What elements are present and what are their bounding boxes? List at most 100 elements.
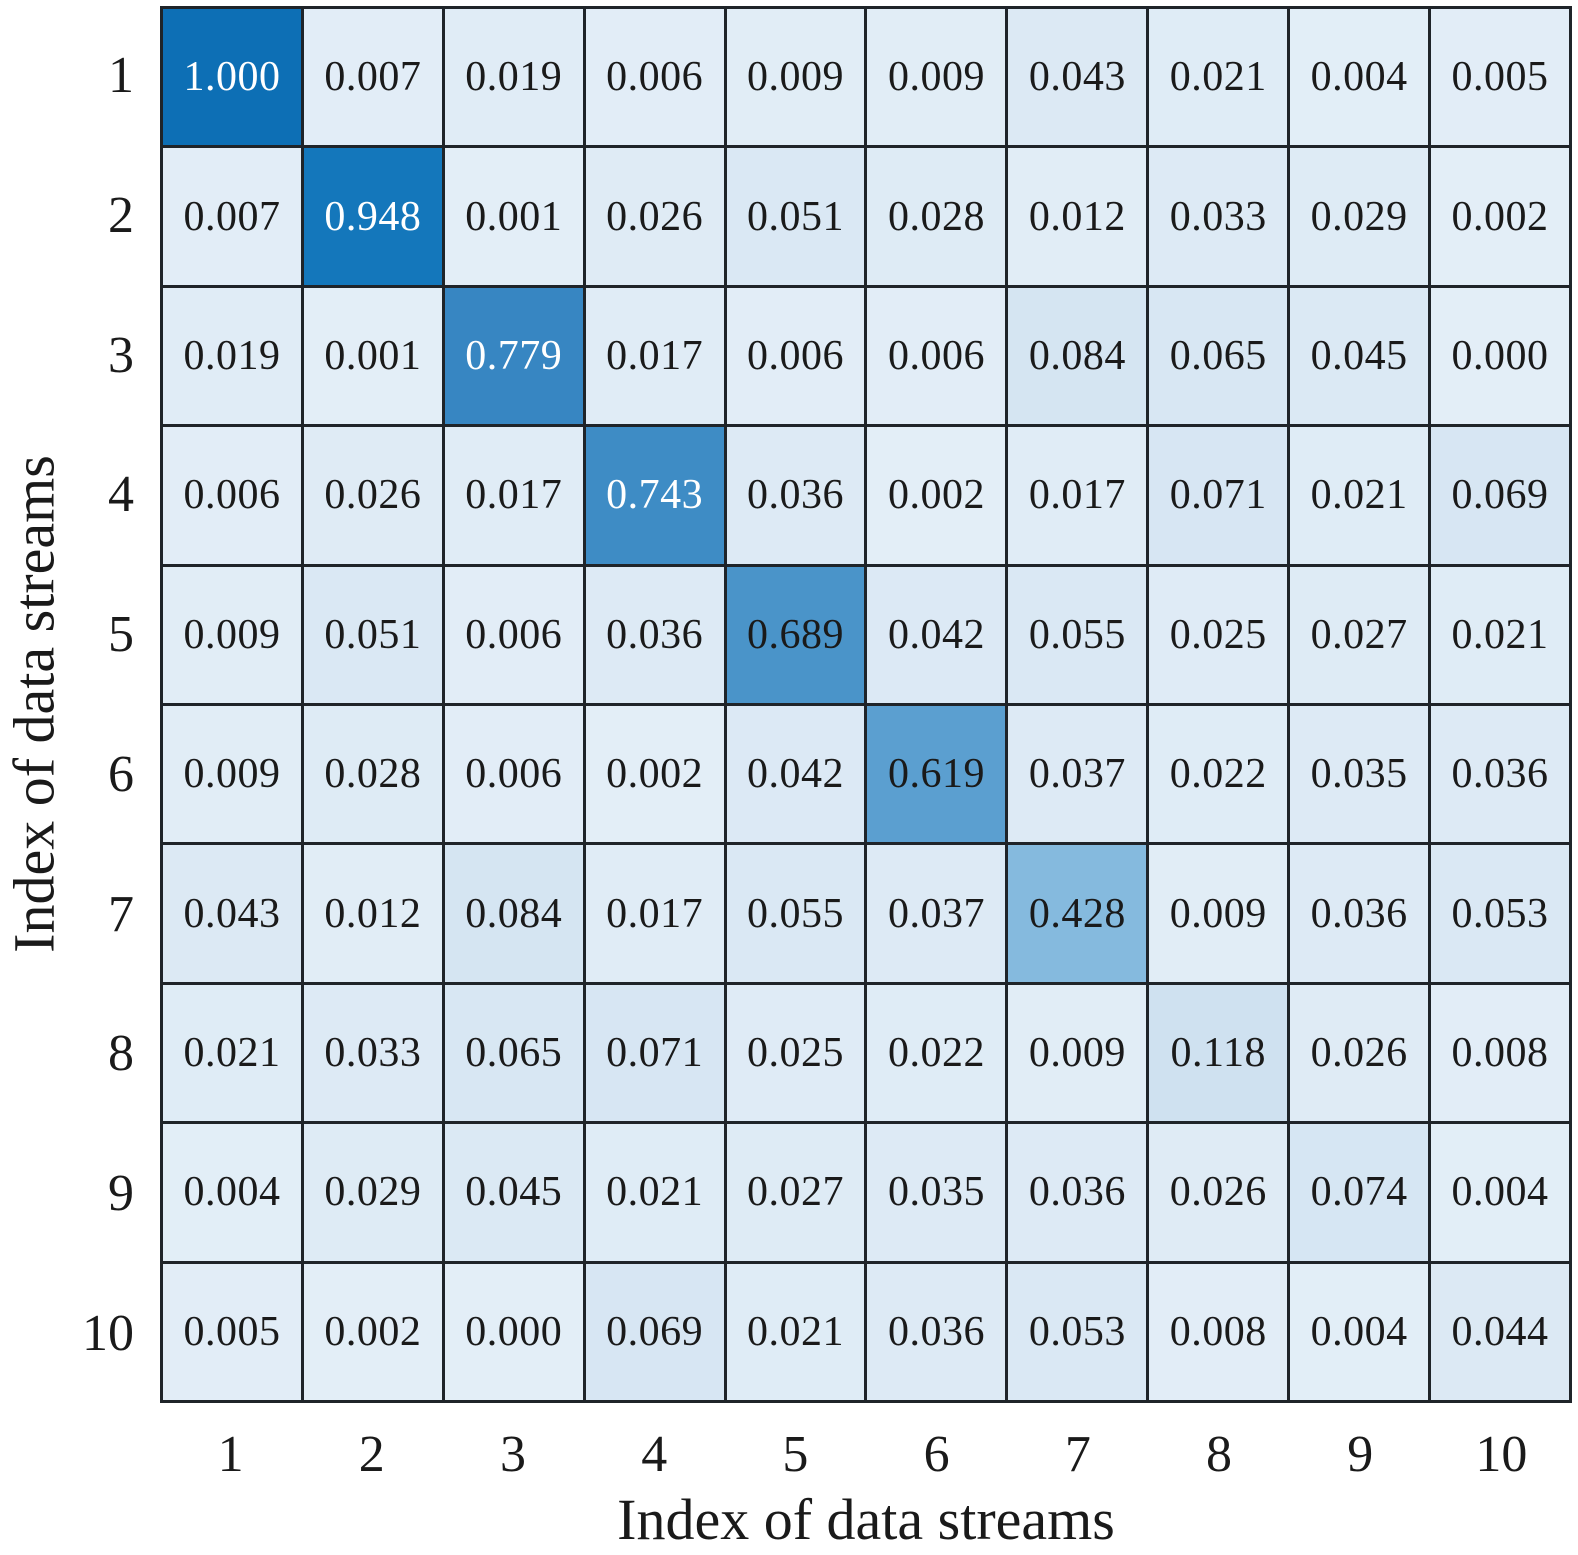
heatmap-cell-r4c8: 0.071 [1149, 427, 1288, 564]
heatmap-cell-r7c1: 0.043 [163, 845, 301, 982]
heatmap-cell-r10c10: 0.044 [1431, 1263, 1569, 1400]
heatmap-cell-r9c7: 0.036 [1008, 1124, 1147, 1261]
heatmap-cell-r9c5: 0.027 [726, 1124, 865, 1261]
y-tick-1: 1 [108, 47, 134, 105]
heatmap-cell-r10c2: 0.002 [303, 1263, 442, 1400]
heatmap-cell-r3c8: 0.065 [1149, 287, 1288, 425]
heatmap-cell-r1c3: 0.019 [444, 9, 583, 146]
heatmap-cell-r9c1: 0.004 [163, 1124, 301, 1261]
heatmap-cell-r5c9: 0.027 [1290, 566, 1429, 703]
heatmap-cell-r9c4: 0.021 [585, 1124, 724, 1261]
heatmap-cell-r4c3: 0.017 [444, 427, 583, 564]
heatmap-cell-r2c7: 0.012 [1008, 148, 1147, 285]
heatmap-cell-r9c3: 0.045 [444, 1124, 583, 1261]
heatmap-cell-r3c4: 0.017 [585, 287, 724, 425]
heatmap-cell-r4c5: 0.036 [726, 427, 865, 564]
heatmap-cell-r2c1: 0.007 [163, 148, 301, 285]
heatmap-cell-r9c10: 0.004 [1431, 1124, 1569, 1261]
heatmap-cell-r3c7: 0.084 [1008, 287, 1147, 425]
x-tick-9: 9 [1347, 1425, 1374, 1483]
heatmap-cell-r6c3: 0.006 [444, 705, 583, 843]
x-tick-5: 5 [782, 1425, 809, 1483]
heatmap-cell-r5c6: 0.042 [867, 566, 1006, 703]
heatmap-cell-r6c9: 0.035 [1290, 705, 1429, 843]
x-tick-1: 1 [217, 1425, 244, 1483]
heatmap-cell-r3c9: 0.045 [1290, 287, 1429, 425]
heatmap-cell-r8c2: 0.033 [303, 984, 442, 1122]
y-tick-2: 2 [108, 187, 134, 245]
heatmap-cell-r10c3: 0.000 [444, 1263, 583, 1400]
x-tick-7: 7 [1064, 1425, 1091, 1483]
y-tick-5: 5 [108, 606, 134, 664]
heatmap-cell-r1c1: 1.000 [163, 9, 301, 146]
y-tick-9: 9 [108, 1164, 134, 1222]
heatmap-cell-r9c9: 0.074 [1290, 1124, 1429, 1261]
heatmap-cell-r6c1: 0.009 [163, 705, 301, 843]
heatmap-cell-r1c5: 0.009 [726, 9, 865, 146]
heatmap-cell-r8c4: 0.071 [585, 984, 724, 1122]
heatmap-cell-r5c5: 0.689 [726, 566, 865, 703]
heatmap-cell-r3c10: 0.000 [1431, 287, 1569, 425]
heatmap-cell-r6c2: 0.028 [303, 705, 442, 843]
heatmap-cell-r7c7: 0.428 [1008, 845, 1147, 982]
heatmap-cell-r5c7: 0.055 [1008, 566, 1147, 703]
heatmap-cell-r8c8: 0.118 [1149, 984, 1288, 1122]
heatmap-cell-r8c10: 0.008 [1431, 984, 1569, 1122]
heatmap-cell-r5c8: 0.025 [1149, 566, 1288, 703]
heatmap-cell-r5c1: 0.009 [163, 566, 301, 703]
heatmap-cell-r4c9: 0.021 [1290, 427, 1429, 564]
heatmap-cell-r7c9: 0.036 [1290, 845, 1429, 982]
heatmap-cell-r8c7: 0.009 [1008, 984, 1147, 1122]
heatmap-cell-r3c6: 0.006 [867, 287, 1006, 425]
heatmap-cell-r1c9: 0.004 [1290, 9, 1429, 146]
y-tick-7: 7 [108, 885, 134, 943]
heatmap-cell-r1c6: 0.009 [867, 9, 1006, 146]
heatmap-cell-r7c5: 0.055 [726, 845, 865, 982]
heatmap-cell-r7c2: 0.012 [303, 845, 442, 982]
heatmap-cell-r1c4: 0.006 [585, 9, 724, 146]
heatmap-cell-r4c2: 0.026 [303, 427, 442, 564]
heatmap-cell-r10c6: 0.036 [867, 1263, 1006, 1400]
heatmap-cell-r7c3: 0.084 [444, 845, 583, 982]
heatmap-cell-r7c8: 0.009 [1149, 845, 1288, 982]
x-tick-3: 3 [500, 1425, 526, 1483]
heatmap-cell-r4c10: 0.069 [1431, 427, 1569, 564]
heatmap-cell-r10c7: 0.053 [1008, 1263, 1147, 1400]
heatmap-cell-r6c7: 0.037 [1008, 705, 1147, 843]
heatmap-cell-r2c3: 0.001 [444, 148, 583, 285]
y-tick-10: 10 [82, 1304, 134, 1362]
heatmap-cell-r10c5: 0.021 [726, 1263, 865, 1400]
y-tick-4: 4 [108, 466, 134, 524]
heatmap-cell-r10c8: 0.008 [1149, 1263, 1288, 1400]
y-tick-6: 6 [108, 745, 134, 803]
heatmap-cell-r8c6: 0.022 [867, 984, 1006, 1122]
heatmap-cell-r5c2: 0.051 [303, 566, 442, 703]
x-tick-8: 8 [1206, 1425, 1233, 1483]
heatmap-cell-r3c3: 0.779 [444, 287, 583, 425]
y-axis-ticks: 1 2 3 4 5 6 7 8 9 10 [0, 6, 148, 1403]
heatmap-cell-r5c4: 0.036 [585, 566, 724, 703]
x-tick-4: 4 [641, 1425, 668, 1483]
heatmap-cell-r2c6: 0.028 [867, 148, 1006, 285]
heatmap-cell-r5c3: 0.006 [444, 566, 583, 703]
x-tick-6: 6 [923, 1425, 950, 1483]
heatmap-cell-r2c8: 0.033 [1149, 148, 1288, 285]
heatmap-cell-r9c6: 0.035 [867, 1124, 1006, 1261]
heatmap-cell-r1c8: 0.021 [1149, 9, 1288, 146]
heatmap-cell-r9c8: 0.026 [1149, 1124, 1288, 1261]
heatmap-cell-r4c1: 0.006 [163, 427, 301, 564]
heatmap-cell-r2c2: 0.948 [303, 148, 442, 285]
heatmap-cell-r8c9: 0.026 [1290, 984, 1429, 1122]
x-axis-label: Index of data streams [617, 1487, 1115, 1552]
heatmap-cell-r7c4: 0.017 [585, 845, 724, 982]
heatmap-cell-r10c9: 0.004 [1290, 1263, 1429, 1400]
y-tick-8: 8 [108, 1025, 134, 1083]
heatmap-cell-r4c4: 0.743 [585, 427, 724, 564]
heatmap-cell-r5c10: 0.021 [1431, 566, 1569, 703]
heatmap-cell-r2c9: 0.029 [1290, 148, 1429, 285]
heatmap-cell-r3c1: 0.019 [163, 287, 301, 425]
heatmap-cell-r8c3: 0.065 [444, 984, 583, 1122]
y-tick-3: 3 [108, 326, 134, 384]
heatmap-cell-r6c8: 0.022 [1149, 705, 1288, 843]
heatmap-cell-r3c5: 0.006 [726, 287, 865, 425]
